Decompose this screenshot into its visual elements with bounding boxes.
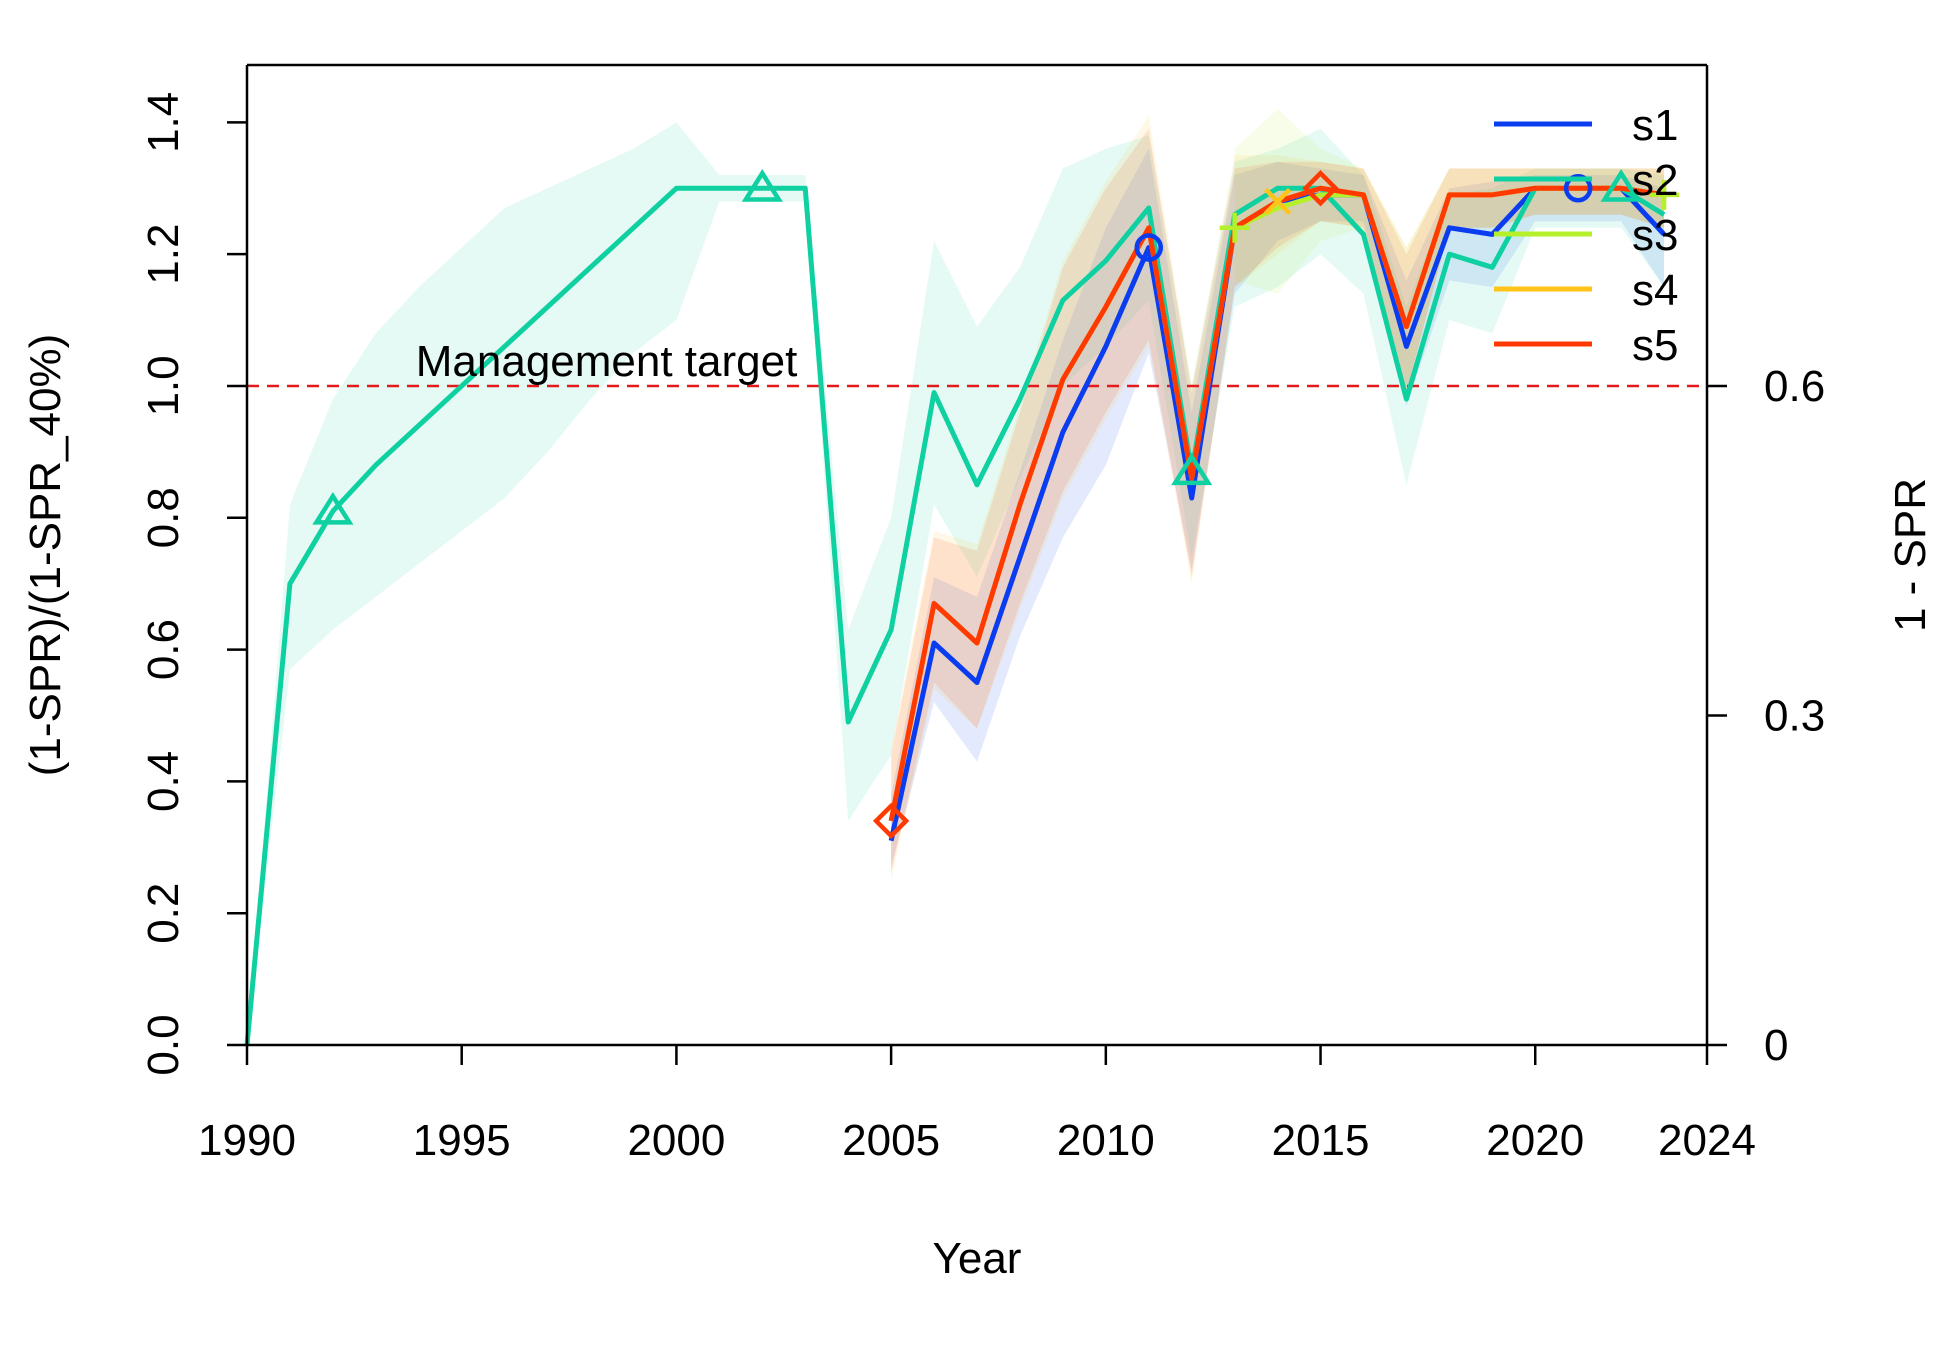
y2-tick-label-0: 0	[1764, 1021, 1788, 1070]
band-s1	[891, 148, 1665, 868]
y-tick-label-1.4: 1.4	[139, 92, 188, 153]
y-tick-label-0.6: 0.6	[139, 619, 188, 680]
x-tick-label-2000: 2000	[627, 1116, 725, 1165]
marker-s1-2011	[1134, 233, 1164, 262]
marker-s3-2023	[1649, 179, 1680, 210]
series-markers	[312, 169, 1680, 840]
band-s2	[247, 122, 1665, 1046]
legend-label-s1: s1	[1632, 101, 1678, 150]
x-tick-label-2005: 2005	[842, 1116, 940, 1165]
band-s4	[891, 115, 1665, 881]
y-tick-label-1: 1.0	[139, 355, 188, 416]
marker-s1-2021	[1563, 173, 1593, 203]
legend-label-s2: s2	[1632, 156, 1678, 205]
y2-tick-label-0.6: 0.6	[1764, 362, 1825, 411]
marker-s2-2022	[1600, 169, 1642, 202]
management-target-label: Management target	[416, 337, 798, 386]
x-tick-label-2015: 2015	[1272, 1116, 1370, 1165]
marker-s4-2014	[1263, 187, 1292, 216]
y-tick-label-0.2: 0.2	[139, 883, 188, 944]
x-tick-label-1995: 1995	[413, 1116, 511, 1165]
legend-label-s3: s3	[1632, 211, 1678, 260]
marker-s5-2005	[872, 802, 910, 840]
marker-s2-2002	[741, 169, 783, 202]
y-tick-label-1.2: 1.2	[139, 224, 188, 285]
legend-label-s5: s5	[1632, 321, 1678, 370]
y-axis-title: (1-SPR)/(1-SPR_40%)	[21, 334, 70, 777]
x-axis-title: Year	[933, 1234, 1022, 1283]
y2-tick-label-0.3: 0.3	[1764, 691, 1825, 740]
marker-s2-1992	[312, 491, 354, 525]
legend: s1 s2 s3 s4 s5	[1494, 101, 1678, 370]
marker-s2-2012	[1171, 452, 1213, 486]
x-tick-label-2024: 2024	[1658, 1116, 1756, 1165]
y-tick-label-0: 0.0	[139, 1014, 188, 1075]
x-tick-label-2010: 2010	[1057, 1116, 1155, 1165]
line-s2	[244, 185, 1666, 1046]
x-tick-label-2020: 2020	[1486, 1116, 1584, 1165]
band-s5	[891, 128, 1665, 874]
y-tick-label-0.8: 0.8	[139, 487, 188, 548]
marker-s5-2015	[1302, 170, 1339, 207]
x-tick-label-1990: 1990	[198, 1116, 296, 1165]
y-axis-right-title: 1 - SPR	[1886, 478, 1935, 632]
legend-label-s4: s4	[1632, 266, 1678, 315]
axes: 1990 1995 2000 2005 2010 2015 2020 2024 0.0 0.2 0.…	[139, 63, 1825, 1165]
y-tick-label-0.4: 0.4	[139, 751, 188, 812]
marker-s3-2013	[1219, 212, 1250, 243]
